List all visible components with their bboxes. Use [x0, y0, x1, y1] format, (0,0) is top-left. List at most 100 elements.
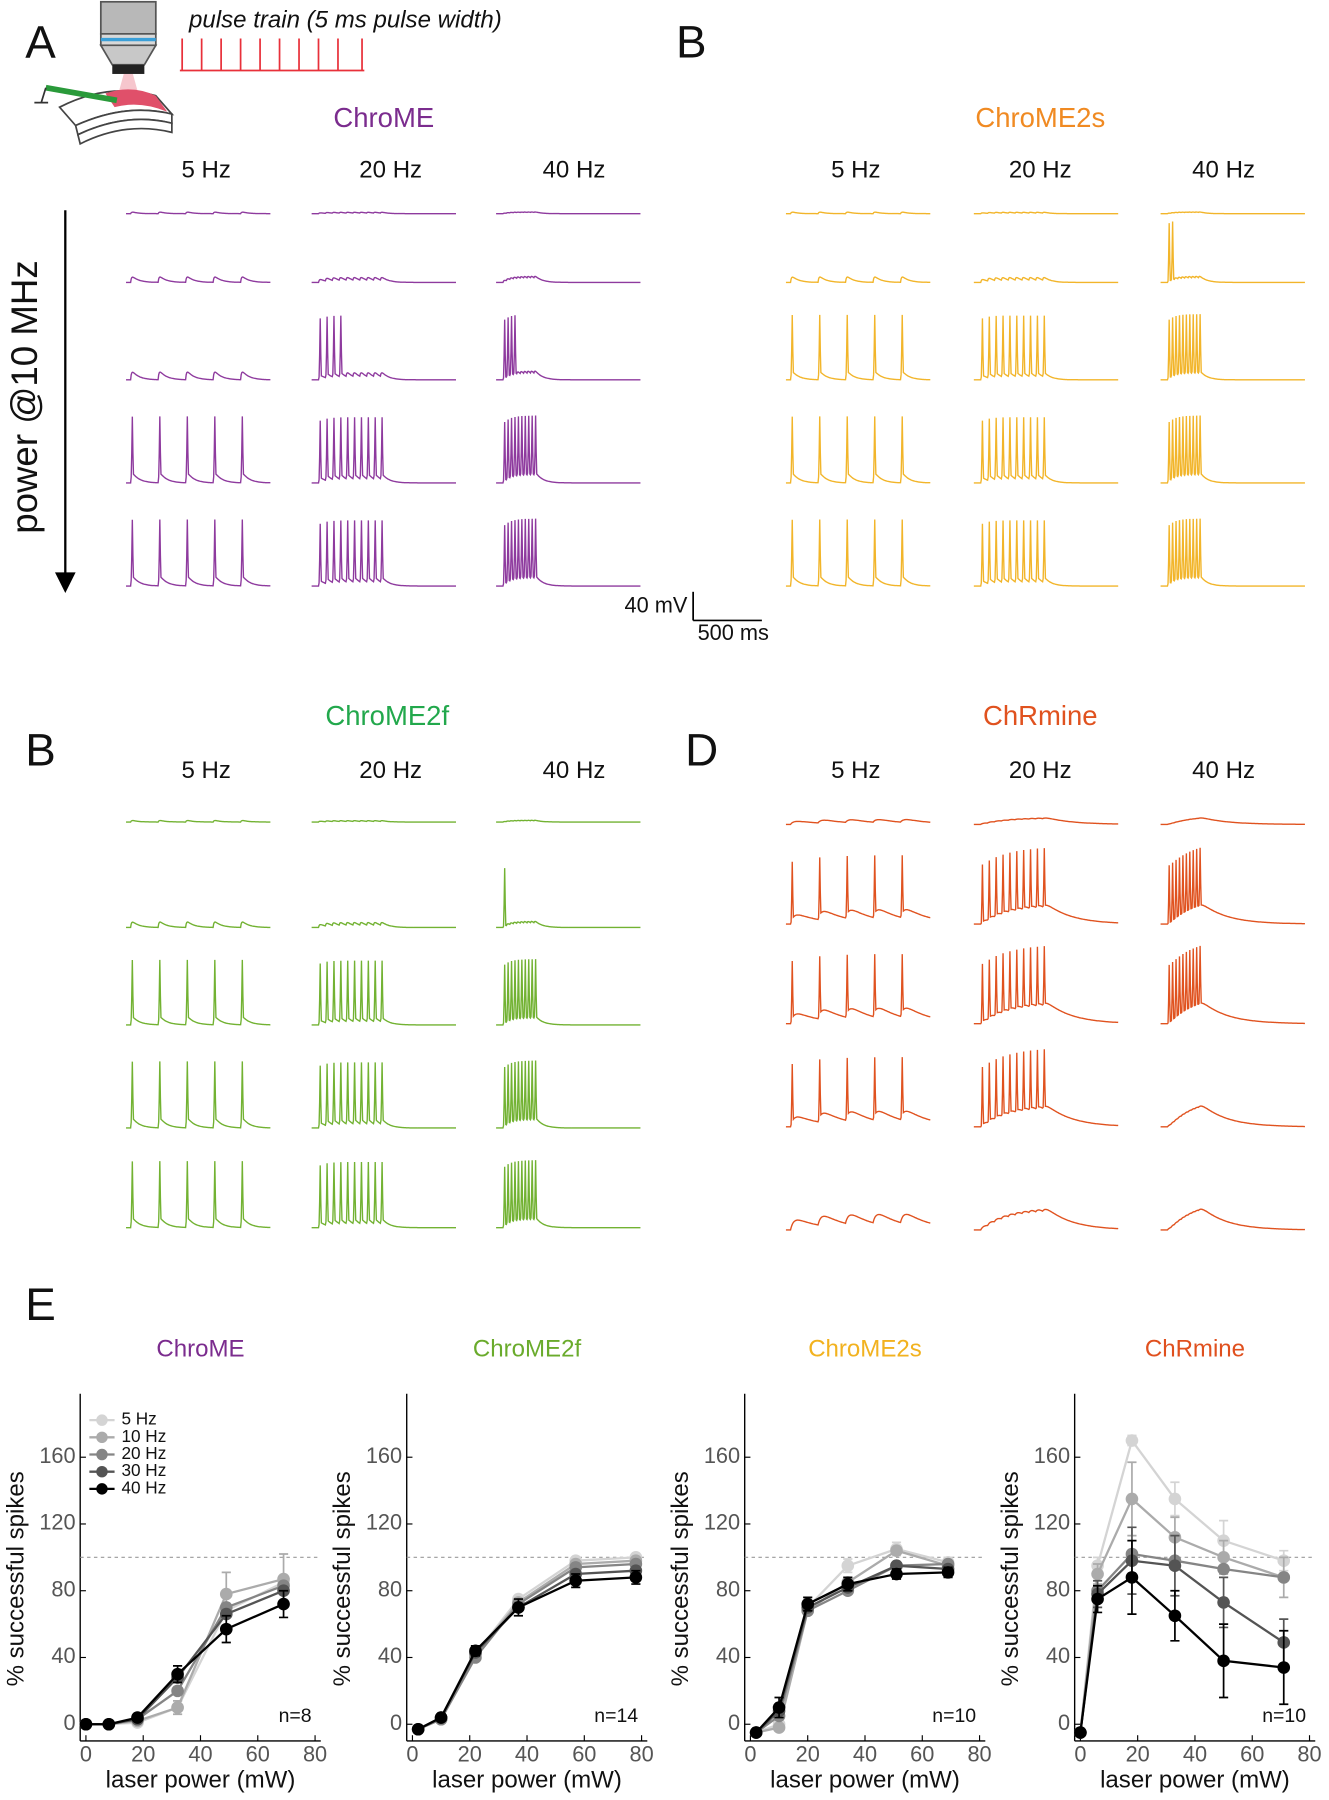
y-tick-label: 160 — [366, 1443, 402, 1468]
power-axis-label: power @10 MHz — [4, 260, 45, 534]
panel-title: ChroME2f — [325, 700, 449, 731]
data-point — [277, 1597, 290, 1611]
data-point — [801, 1597, 815, 1611]
frequency-label: 5 Hz — [831, 757, 880, 784]
data-point — [171, 1667, 184, 1681]
voltage-trace — [973, 1208, 1119, 1231]
legend-label: 5 Hz — [121, 1409, 156, 1429]
voltage-trace — [311, 960, 456, 1026]
voltage-trace — [496, 1160, 641, 1229]
y-axis-label: % successful spikes — [667, 1471, 694, 1686]
x-tick-label: 40 — [1183, 1742, 1207, 1767]
y-tick-label: 160 — [39, 1443, 75, 1468]
frequency-label: 5 Hz — [831, 157, 880, 184]
panel-label: B — [25, 724, 56, 775]
voltage-trace — [311, 315, 456, 381]
y-tick-label: 0 — [1058, 1710, 1070, 1735]
x-tick-label: 80 — [967, 1742, 991, 1767]
data-point — [171, 1701, 184, 1714]
y-axis-label: % successful spikes — [997, 1471, 1024, 1686]
frequency-label: 5 Hz — [181, 757, 230, 784]
x-tick-label: 40 — [188, 1742, 212, 1767]
data-point — [102, 1717, 116, 1731]
data-point — [890, 1544, 903, 1557]
data-point — [772, 1721, 786, 1734]
voltage-trace — [1160, 211, 1305, 215]
voltage-trace — [496, 819, 641, 823]
frequency-label: 20 Hz — [359, 757, 422, 784]
voltage-trace — [1160, 847, 1305, 925]
x-tick-label: 20 — [458, 1742, 482, 1767]
legend-swatch — [96, 1483, 108, 1495]
legend-swatch — [96, 1448, 108, 1461]
y-tick-label: 40 — [51, 1643, 75, 1668]
voltage-trace — [973, 417, 1119, 484]
x-tick-label: 20 — [796, 1742, 820, 1767]
data-point — [1091, 1567, 1104, 1581]
data-point — [171, 1684, 184, 1698]
x-tick-label: 20 — [1126, 1742, 1150, 1767]
voltage-trace — [311, 820, 456, 823]
data-point — [841, 1559, 855, 1572]
voltage-trace — [785, 1213, 931, 1231]
legend-label: 30 Hz — [121, 1460, 166, 1480]
voltage-trace — [1160, 1105, 1305, 1128]
series-line — [1079, 1437, 1285, 1733]
legend-label: 40 Hz — [121, 1477, 166, 1497]
voltage-trace — [785, 211, 931, 215]
voltage-trace — [311, 1062, 456, 1129]
annotation: n=10 — [932, 1705, 976, 1727]
data-point — [1217, 1654, 1230, 1668]
series-line — [85, 1589, 284, 1726]
data-point — [941, 1566, 955, 1579]
voltage-trace — [785, 416, 931, 484]
data-point — [1217, 1551, 1230, 1564]
series-line — [85, 1577, 284, 1726]
y-axis-label: % successful spikes — [3, 1471, 30, 1686]
y-tick-label: 0 — [728, 1710, 740, 1735]
stimulus-label: pulse train (5 ms pulse width) — [188, 7, 502, 34]
panel-label: A — [25, 16, 56, 67]
x-axis-label: laser power (mW) — [1100, 1766, 1290, 1793]
voltage-trace — [126, 416, 271, 484]
chart-title: ChRmine — [1145, 1336, 1245, 1363]
voltage-trace — [973, 817, 1119, 826]
voltage-trace — [126, 1061, 271, 1129]
voltage-trace — [496, 518, 641, 587]
x-tick-label: 60 — [1240, 1742, 1264, 1767]
voltage-trace — [1160, 518, 1305, 587]
voltage-trace — [126, 371, 271, 381]
panel-label: B — [676, 16, 707, 67]
data-point — [1125, 1571, 1139, 1584]
voltage-trace — [785, 954, 931, 1025]
data-point — [749, 1726, 763, 1739]
annotation: n=10 — [1262, 1705, 1306, 1727]
voltage-trace — [126, 519, 271, 587]
voltage-trace — [1160, 945, 1305, 1025]
frequency-label: 40 Hz — [1192, 757, 1255, 784]
y-tick-label: 0 — [390, 1710, 402, 1735]
voltage-trace — [973, 211, 1119, 215]
data-point — [1091, 1592, 1104, 1606]
data-point — [1277, 1571, 1291, 1584]
y-tick-label: 40 — [378, 1643, 402, 1668]
data-point — [569, 1574, 583, 1588]
data-point — [131, 1711, 144, 1724]
voltage-trace — [311, 211, 456, 215]
voltage-trace — [785, 855, 931, 925]
frequency-label: 5 Hz — [181, 157, 230, 184]
voltage-trace — [496, 959, 641, 1026]
y-tick-label: 40 — [1046, 1643, 1070, 1668]
x-tick-label: 0 — [1074, 1742, 1086, 1767]
data-point — [890, 1567, 903, 1581]
y-tick-label: 120 — [704, 1510, 740, 1535]
frequency-label: 20 Hz — [1009, 157, 1072, 184]
data-point — [79, 1717, 93, 1731]
x-tick-label: 0 — [80, 1742, 92, 1767]
voltage-trace — [496, 868, 641, 929]
data-point — [512, 1601, 525, 1614]
voltage-trace — [126, 819, 271, 823]
voltage-trace — [126, 211, 271, 215]
panel-label: D — [685, 724, 718, 775]
